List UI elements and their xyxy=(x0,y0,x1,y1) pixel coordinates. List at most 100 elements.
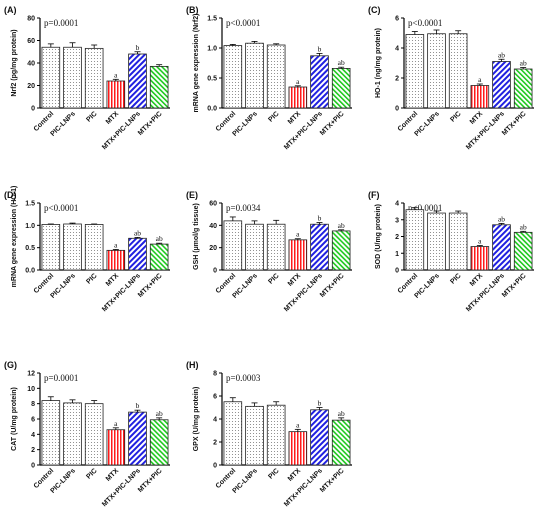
x-category-label: MTX+PIC-LNPs xyxy=(283,467,324,508)
panel-letter: (G) xyxy=(4,360,17,370)
y-axis-label: CAT (U/mg protein) xyxy=(11,387,18,451)
y-axis-label: SOD (U/mg protein) xyxy=(375,204,382,269)
bar-pic xyxy=(84,403,104,466)
significance-letter: ab xyxy=(498,50,505,59)
y-tick-label: 1.5 xyxy=(25,201,35,208)
y-tick-label: 0 xyxy=(395,268,399,275)
bar-pic-lnps xyxy=(427,33,446,109)
p-value-label: p<0.0001 xyxy=(44,203,78,213)
y-tick-label: 20 xyxy=(209,245,217,252)
bar-control xyxy=(41,224,61,271)
x-category-label: PIC xyxy=(267,467,280,480)
significance-letter: ab xyxy=(498,214,505,223)
bar-mtx xyxy=(470,85,490,109)
x-category-label: MTX xyxy=(287,467,303,483)
x-category-label: MTX+PIC-LNPs xyxy=(101,467,142,508)
y-tick-label: 40 xyxy=(209,223,217,230)
y-tick-label: 20 xyxy=(27,83,35,90)
y-tick-label: 4 xyxy=(213,417,217,424)
panel-letter: (D) xyxy=(4,190,17,200)
bar-mtx xyxy=(106,80,126,109)
y-axis-label: GSH (µmol/g tissue) xyxy=(193,203,200,270)
p-value-label: p<0.0001 xyxy=(408,203,442,213)
x-category-label: MTX+PIC-LNPs xyxy=(101,272,142,313)
bar-mtx xyxy=(288,86,308,109)
y-tick-label: 6 xyxy=(395,16,399,23)
panel-letter: (A) xyxy=(4,5,17,15)
y-tick-label: 0.0 xyxy=(207,106,217,113)
panel-letter: (E) xyxy=(186,190,198,200)
y-tick-label: 2 xyxy=(395,234,399,241)
bar-pic-lnps xyxy=(63,223,82,271)
y-tick-label: 12 xyxy=(27,371,35,378)
x-category-label: MTX+PIC-LNPs xyxy=(283,272,324,313)
p-value-label: p=0.0003 xyxy=(226,373,261,383)
bar-control xyxy=(41,46,61,109)
significance-letter: ab xyxy=(156,409,163,418)
y-tick-label: 6 xyxy=(213,394,217,401)
x-category-label: MTX+PIC xyxy=(319,110,346,137)
bar-mtx xyxy=(288,239,308,271)
x-category-label: MTX xyxy=(287,272,303,288)
y-tick-label: 6 xyxy=(31,417,35,424)
bar-mtx-pic xyxy=(513,68,533,109)
x-category-label: MTX xyxy=(469,272,485,288)
y-tick-label: 1.0 xyxy=(207,46,217,53)
x-category-label: PIC xyxy=(449,272,462,285)
significance-letter: b xyxy=(318,399,322,408)
x-category-label: MTX+PIC-LNPs xyxy=(101,110,142,151)
bar-pic xyxy=(266,223,286,271)
significance-letter: ab xyxy=(338,409,345,418)
y-tick-label: 0.5 xyxy=(25,245,35,252)
panel-1: (A) p=0.0001 0 20 40 60 80 Nrf2 (pg/mg protein)… xyxy=(4,5,170,151)
bar-pic-lnps xyxy=(427,212,446,271)
y-tick-label: 10 xyxy=(27,386,35,393)
significance-letter: a xyxy=(114,240,118,249)
bar-mtx-pic xyxy=(513,231,533,271)
y-tick-label: 0 xyxy=(213,463,217,470)
x-category-label: MTX+PIC xyxy=(501,272,528,299)
bar-mtx-pic xyxy=(331,230,351,271)
bar-pic-lnps xyxy=(245,405,264,466)
y-tick-label: 0 xyxy=(31,463,35,470)
y-tick-label: 8 xyxy=(31,401,35,408)
y-axis-label: Nrf2 (pg/mg protein) xyxy=(11,29,18,96)
y-axis-label: GPX (U/mg protein) xyxy=(193,387,200,452)
x-category-label: PIC xyxy=(267,110,280,123)
significance-letter: a xyxy=(296,77,300,86)
p-value-label: p=0.0001 xyxy=(44,373,78,383)
bar-mtx-pic-lnps xyxy=(492,224,511,271)
bar-pic-lnps xyxy=(245,42,264,109)
bar-mtx-pic-lnps xyxy=(128,237,147,271)
significance-letter: ab xyxy=(338,221,345,230)
y-tick-label: 2 xyxy=(213,440,217,447)
bar-mtx-pic xyxy=(149,243,169,271)
x-category-label: MTX+PIC xyxy=(137,272,164,299)
x-category-label: PIC xyxy=(85,272,98,285)
x-category-label: MTX xyxy=(105,272,121,288)
y-tick-label: 2 xyxy=(31,447,35,454)
y-tick-label: 60 xyxy=(209,201,217,208)
significance-letter: ab xyxy=(520,222,527,231)
bar-mtx-pic xyxy=(149,419,169,466)
bar-pic xyxy=(84,47,104,109)
bar-control xyxy=(223,220,243,271)
panel-letter: (H) xyxy=(186,360,199,370)
y-tick-label: 3 xyxy=(395,217,399,224)
bar-mtx xyxy=(106,429,126,466)
bar-mtx-pic-lnps xyxy=(128,53,147,109)
y-tick-label: 60 xyxy=(27,38,35,45)
x-category-label: PIC xyxy=(85,467,98,480)
significance-letter: a xyxy=(478,237,482,246)
bar-mtx-pic-lnps xyxy=(310,55,329,109)
x-category-label: MTX xyxy=(105,110,121,126)
significance-letter: b xyxy=(318,44,322,53)
bar-mtx xyxy=(106,249,126,271)
significance-letter: b xyxy=(136,401,140,410)
x-category-label: MTX xyxy=(287,110,303,126)
